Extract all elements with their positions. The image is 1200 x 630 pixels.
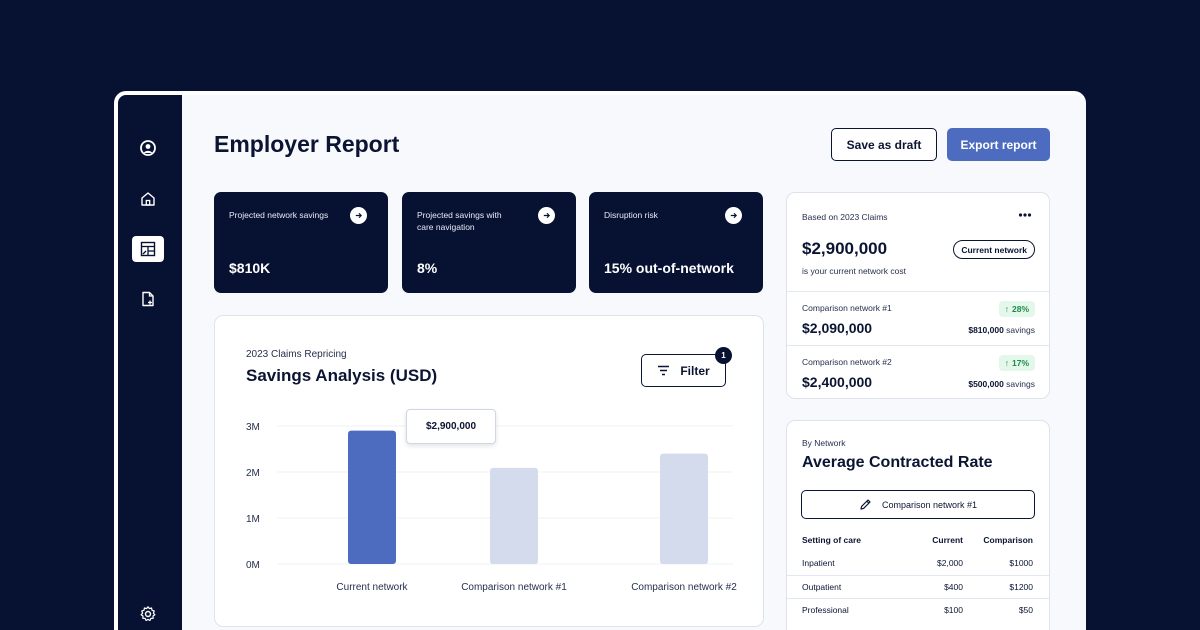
- network-basis: Based on 2023 Claims: [802, 212, 888, 222]
- settings-icon[interactable]: [132, 601, 164, 627]
- home-icon[interactable]: [132, 186, 164, 212]
- kpi-label: Projected savings with care navigation: [417, 210, 502, 232]
- filter-count-badge: 1: [715, 347, 732, 364]
- chart-tooltip: $2,900,000: [406, 409, 496, 444]
- savings-percent: 17%: [1011, 358, 1029, 368]
- savings-amount: $500,000: [968, 379, 1004, 389]
- kpi-value: 8%: [417, 260, 438, 276]
- arrow-up-icon: ↑: [1004, 358, 1009, 368]
- filter-label: Filter: [680, 363, 710, 378]
- report-icon[interactable]: [132, 236, 164, 262]
- kpi-card-care-navigation[interactable]: Projected savings with care navigation 8…: [402, 192, 576, 293]
- current-network-cost: $2,900,000: [802, 239, 888, 258]
- kpi-card-disruption-risk[interactable]: Disruption risk 15% out-of-network: [589, 192, 763, 293]
- filter-icon: [658, 365, 670, 376]
- comparison-row[interactable]: Comparison network #2 $2,400,000 ↑ 17% $5…: [787, 345, 1049, 399]
- kpi-label: Projected network savings: [229, 210, 329, 220]
- kpi-card-network-savings[interactable]: Projected network savings $810K: [214, 192, 388, 293]
- arrow-right-icon[interactable]: [725, 207, 742, 224]
- rate-subtitle: By Network: [802, 438, 846, 448]
- table-row: Outpatient $400 $1200: [787, 575, 1049, 598]
- y-tick-label: 2M: [246, 468, 260, 479]
- table-cell: Outpatient: [802, 582, 842, 592]
- save-draft-button[interactable]: Save as draft: [831, 128, 937, 161]
- table-row: Inpatient $2,000 $1000: [787, 552, 1049, 575]
- savings-amount: $810,000: [968, 325, 1004, 335]
- column-header: Setting of care: [802, 535, 862, 545]
- y-tick-label: 0M: [246, 560, 260, 571]
- network-cost-caption: is your current network cost: [802, 266, 906, 276]
- savings-chart-card: 2023 Claims Repricing Savings Analysis (…: [214, 315, 764, 627]
- kpi-value: $810K: [229, 260, 271, 276]
- main-content: Employer Report Save as draft Export rep…: [182, 95, 1086, 630]
- app-window: Employer Report Save as draft Export rep…: [114, 91, 1086, 630]
- selected-network: Comparison network #1: [881, 499, 978, 510]
- more-options-icon[interactable]: [1018, 210, 1032, 220]
- network-select[interactable]: Comparison network #1: [801, 490, 1035, 519]
- arrow-right-icon[interactable]: [538, 207, 555, 224]
- column-header: Comparison: [983, 535, 1033, 545]
- x-tick-label: Comparison network #1: [461, 582, 567, 593]
- table-cell: $2,000: [937, 558, 963, 568]
- chart-subtitle: 2023 Claims Repricing: [246, 349, 347, 360]
- table-cell: Professional: [802, 605, 849, 615]
- savings-percent-badge: ↑ 17%: [998, 355, 1035, 371]
- kpi-value: 15% out-of-network: [604, 260, 734, 276]
- savings-percent: 28%: [1011, 304, 1029, 314]
- comparison-amount: $2,090,000: [802, 320, 873, 336]
- x-tick-label: Current network: [336, 582, 408, 593]
- current-network-badge: Current network: [953, 240, 1035, 259]
- pencil-icon: [860, 499, 871, 510]
- rate-title: Average Contracted Rate: [802, 454, 993, 471]
- sidebar: [118, 95, 182, 630]
- arrow-up-icon: ↑: [1004, 304, 1009, 314]
- y-tick-label: 1M: [246, 514, 260, 525]
- y-tick-label: 3M: [246, 422, 260, 433]
- x-tick-label: Comparison network #2: [631, 582, 737, 593]
- comparison-name: Comparison network #2: [802, 357, 892, 367]
- page-title: Employer Report: [214, 131, 400, 157]
- table-row: Professional $100 $50: [787, 598, 1049, 621]
- column-header: Current: [932, 535, 963, 545]
- kpi-label: Disruption risk: [604, 210, 658, 220]
- bar: [348, 430, 396, 564]
- comparison-row[interactable]: Comparison network #1 $2,090,000 ↑ 28% $8…: [787, 291, 1049, 345]
- table-header: Setting of care Current Comparison: [787, 529, 1049, 552]
- comparison-savings: $810,000 savings: [968, 325, 1035, 335]
- table-cell: $100: [944, 605, 963, 615]
- filter-button[interactable]: Filter: [641, 354, 726, 387]
- savings-word: savings: [1006, 379, 1035, 389]
- table-cell: $1000: [1009, 558, 1033, 568]
- savings-word: savings: [1006, 325, 1035, 335]
- bar: [660, 453, 708, 564]
- bar: [490, 467, 538, 564]
- contracted-rate-card: By Network Average Contracted Rate Compa…: [786, 420, 1050, 630]
- comparison-amount: $2,400,000: [802, 374, 873, 390]
- arrow-right-icon[interactable]: [350, 207, 367, 224]
- comparison-name: Comparison network #1: [802, 303, 892, 313]
- table-cell: Inpatient: [802, 558, 835, 568]
- export-report-button[interactable]: Export report: [947, 128, 1050, 161]
- table-cell: $400: [944, 582, 963, 592]
- comparison-savings: $500,000 savings: [968, 379, 1035, 389]
- table-cell: $50: [1018, 605, 1033, 615]
- user-icon[interactable]: [132, 135, 164, 161]
- network-cost-card: Based on 2023 Claims $2,900,000 is your …: [786, 192, 1050, 399]
- table-cell: $1200: [1009, 582, 1033, 592]
- bar-chart: 0M 1M 2M 3M Current network Comparison networ…: [246, 422, 737, 593]
- add-document-icon[interactable]: [132, 286, 164, 312]
- savings-percent-badge: ↑ 28%: [998, 301, 1035, 317]
- chart-title: Savings Analysis (USD): [246, 366, 438, 385]
